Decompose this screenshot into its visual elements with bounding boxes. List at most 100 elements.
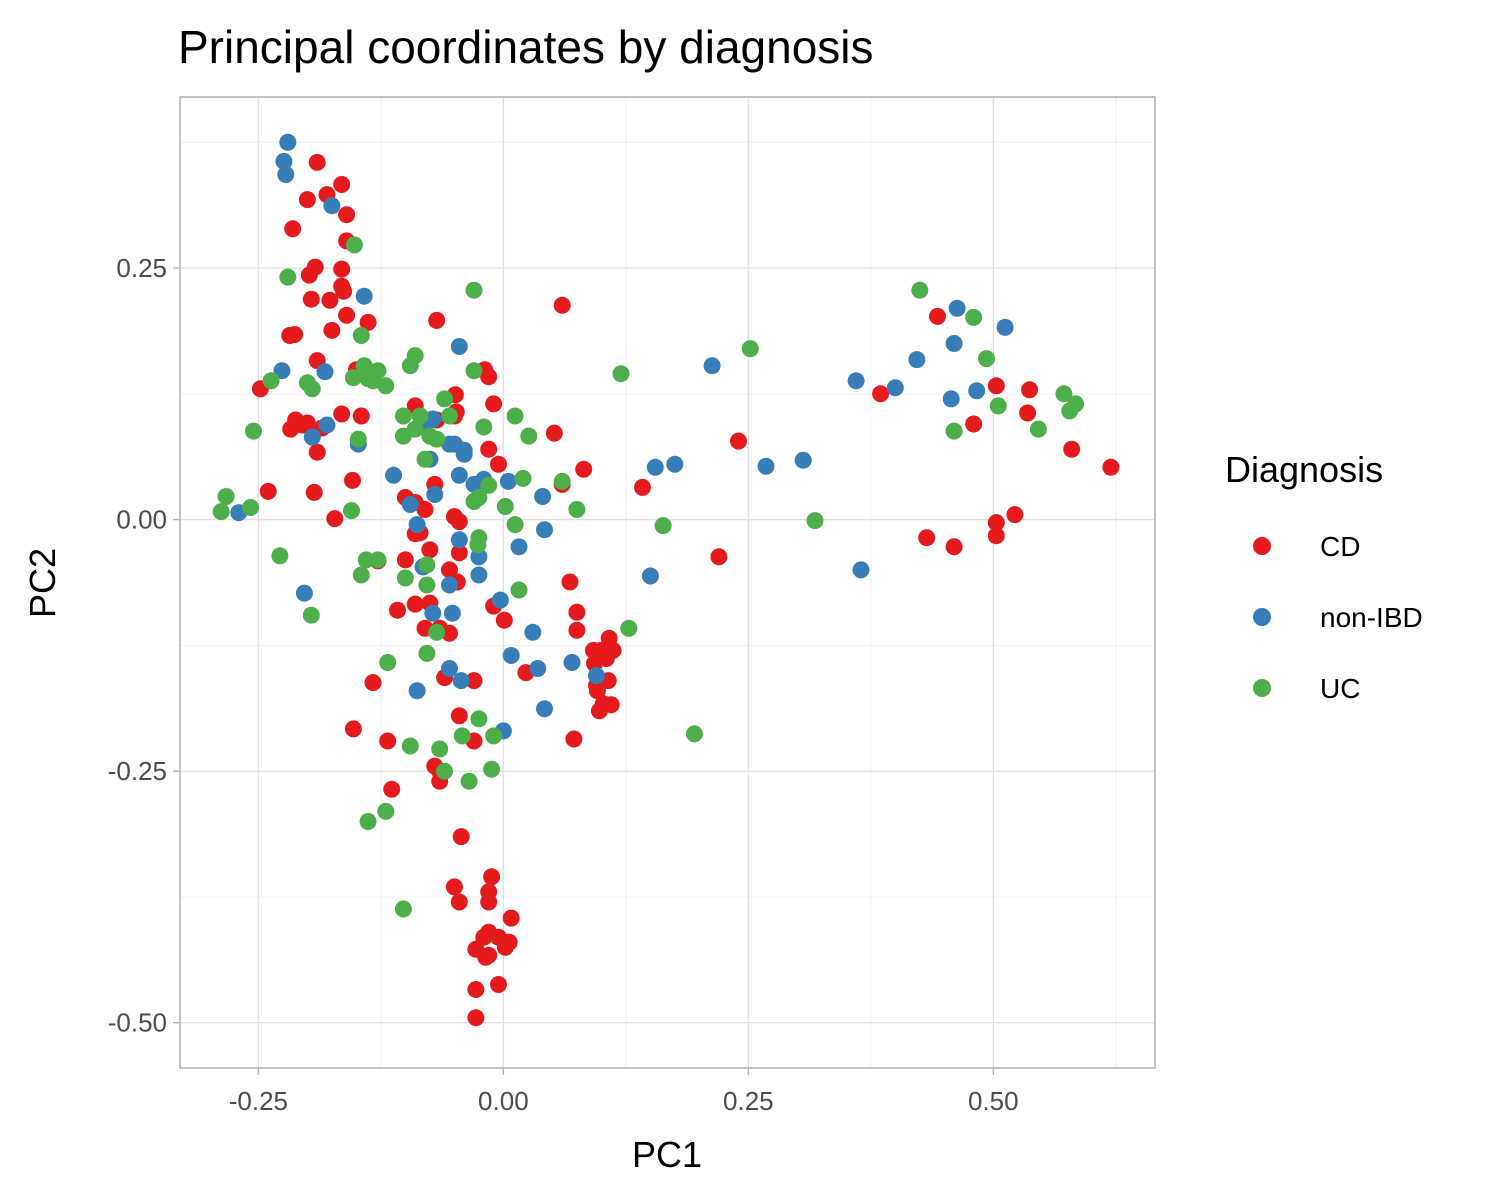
- data-point-uc: [401, 737, 419, 755]
- data-point-non-ibd: [452, 672, 470, 690]
- data-point-uc: [418, 576, 436, 594]
- data-point-cd: [1063, 440, 1081, 458]
- data-point-cd: [561, 573, 579, 591]
- data-point-uc: [978, 350, 995, 368]
- data-point-uc: [1067, 395, 1085, 413]
- x-tick-label: 0.25: [723, 1086, 774, 1116]
- data-point-cd: [730, 432, 747, 450]
- data-point-uc: [460, 772, 478, 790]
- data-point-non-ibd: [641, 567, 659, 585]
- data-point-cd: [338, 206, 356, 224]
- data-point-cd: [352, 407, 370, 425]
- data-point-cd: [480, 440, 498, 458]
- data-point-cd: [364, 674, 382, 692]
- data-point-uc: [612, 365, 630, 383]
- data-point-non-ibd: [563, 654, 581, 671]
- data-point-cd: [987, 377, 1005, 395]
- data-point-cd: [441, 561, 458, 579]
- data-point-cd: [588, 682, 606, 700]
- data-point-cd: [545, 424, 563, 442]
- data-point-uc: [344, 369, 362, 387]
- data-point-cd: [306, 258, 324, 276]
- data-point-non-ibd: [847, 372, 865, 390]
- data-point-uc: [271, 547, 289, 565]
- data-point-cd: [945, 538, 963, 556]
- data-point-non-ibd: [424, 604, 442, 622]
- data-point-non-ibd: [646, 458, 664, 476]
- data-point-cd: [485, 395, 503, 413]
- data-point-non-ibd: [303, 428, 321, 446]
- data-point-non-ibd: [273, 362, 291, 380]
- data-point-non-ibd: [757, 457, 775, 475]
- data-point-cd: [467, 1009, 485, 1027]
- data-point-uc: [262, 372, 280, 390]
- data-point-non-ibd: [529, 660, 547, 677]
- data-point-non-ibd: [455, 445, 473, 463]
- data-point-uc: [480, 476, 498, 494]
- data-point-uc: [349, 430, 367, 448]
- data-point-non-ibd: [502, 647, 520, 664]
- data-point-non-ibd: [524, 623, 542, 641]
- data-point-cd: [987, 514, 1005, 532]
- data-point-cd: [383, 780, 401, 798]
- legend-swatch-non-ibd: [1253, 608, 1271, 626]
- data-point-uc: [475, 418, 493, 436]
- data-points: [212, 133, 1120, 1027]
- data-point-uc: [416, 450, 434, 468]
- data-point-cd: [344, 471, 361, 489]
- data-point-cd: [428, 311, 446, 329]
- data-point-non-ibd: [948, 299, 966, 317]
- data-point-cd: [568, 621, 586, 639]
- y-axis-title: PC2: [22, 548, 63, 618]
- data-point-uc: [406, 420, 424, 438]
- data-point-uc: [436, 390, 454, 408]
- data-point-cd: [568, 603, 586, 621]
- data-point-uc: [411, 407, 429, 425]
- data-point-uc: [369, 362, 387, 380]
- data-point-non-ibd: [385, 466, 403, 484]
- data-point-cd: [467, 981, 485, 998]
- data-point-uc: [431, 740, 449, 758]
- data-point-cd: [298, 191, 316, 209]
- data-point-uc: [483, 760, 501, 778]
- data-point-non-ibd: [536, 521, 553, 539]
- data-point-cd: [379, 732, 397, 750]
- data-point-cd: [575, 460, 593, 478]
- legend-title: Diagnosis: [1225, 449, 1383, 490]
- data-point-uc: [355, 357, 373, 375]
- data-point-uc: [806, 512, 824, 530]
- data-point-uc: [352, 327, 370, 344]
- data-point-uc: [302, 606, 320, 624]
- data-point-cd: [710, 548, 728, 566]
- data-point-uc: [428, 430, 446, 448]
- data-point-cd: [452, 828, 470, 846]
- legend: Diagnosis CD non-IBD UC: [1225, 449, 1423, 704]
- data-point-cd: [445, 878, 463, 896]
- series-cd: [251, 153, 1120, 1027]
- data-point-non-ibd: [441, 576, 458, 594]
- data-point-non-ibd: [408, 516, 426, 534]
- data-point-cd: [483, 868, 501, 886]
- data-point-uc: [303, 380, 321, 398]
- data-point-cd: [918, 529, 936, 547]
- data-point-uc: [369, 551, 387, 569]
- data-point-cd: [987, 527, 1005, 545]
- data-point-uc: [396, 569, 414, 587]
- data-point-cd: [1006, 506, 1024, 524]
- data-point-non-ibd: [534, 488, 552, 505]
- data-point-non-ibd: [355, 287, 373, 305]
- data-point-uc: [568, 501, 586, 518]
- data-point-cd: [308, 443, 326, 461]
- data-point-uc: [469, 536, 487, 554]
- data-point-cd: [308, 153, 326, 171]
- data-point-cd: [259, 482, 277, 500]
- x-tick-label: 0.00: [478, 1086, 529, 1116]
- data-point-uc: [1055, 385, 1073, 403]
- data-point-non-ibd: [491, 591, 509, 609]
- data-point-cd: [475, 928, 493, 946]
- data-point-uc: [506, 407, 524, 425]
- data-point-cd: [929, 307, 946, 325]
- data-point-uc: [406, 347, 424, 365]
- data-point-uc: [465, 362, 483, 380]
- data-point-non-ibd: [443, 604, 461, 622]
